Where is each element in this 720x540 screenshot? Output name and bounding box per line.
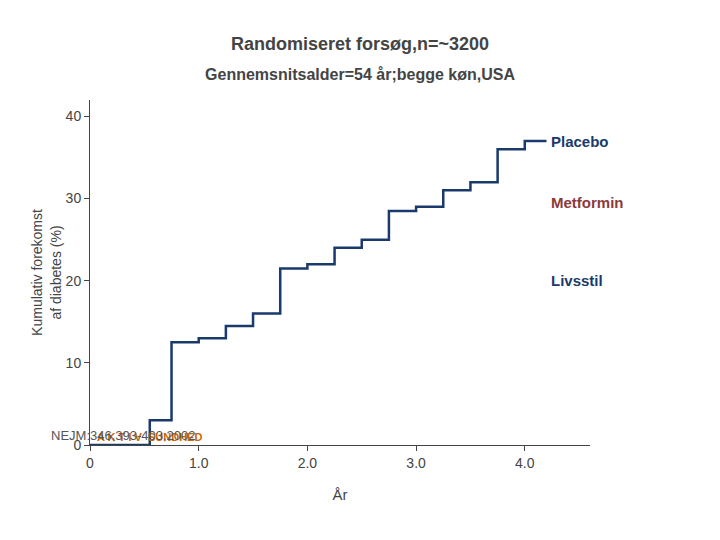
svg-text:30: 30 (66, 190, 82, 206)
svg-text:Kumulativ forekomstaf diabetes: Kumulativ forekomstaf diabetes (%) (29, 209, 63, 336)
svg-text:20: 20 (66, 273, 82, 289)
svg-text:År: År (333, 486, 348, 503)
svg-text:Livsstil: Livsstil (551, 272, 603, 289)
svg-text:40: 40 (66, 108, 82, 124)
svg-text:0: 0 (86, 455, 94, 471)
svg-text:10: 10 (66, 355, 82, 371)
svg-text:0: 0 (73, 437, 81, 453)
svg-text:3.0: 3.0 (406, 455, 426, 471)
svg-text:Metformin: Metformin (551, 194, 624, 211)
svg-text:4.0: 4.0 (515, 455, 535, 471)
svg-text:Gennemsnitsalder=54 år;begge k: Gennemsnitsalder=54 år;begge køn,USA (205, 66, 515, 83)
svg-text:1.0: 1.0 (189, 455, 209, 471)
svg-text:A K T I V SUNDHED: A K T I V SUNDHED (97, 431, 202, 443)
svg-text:NEJM:346,393-403,2002: NEJM:346,393-403,2002 (51, 428, 196, 443)
svg-text:Randomiseret forsøg,n=~3200: Randomiseret forsøg,n=~3200 (231, 34, 489, 54)
svg-text:2.0: 2.0 (298, 455, 318, 471)
svg-text:Placebo: Placebo (551, 133, 609, 150)
